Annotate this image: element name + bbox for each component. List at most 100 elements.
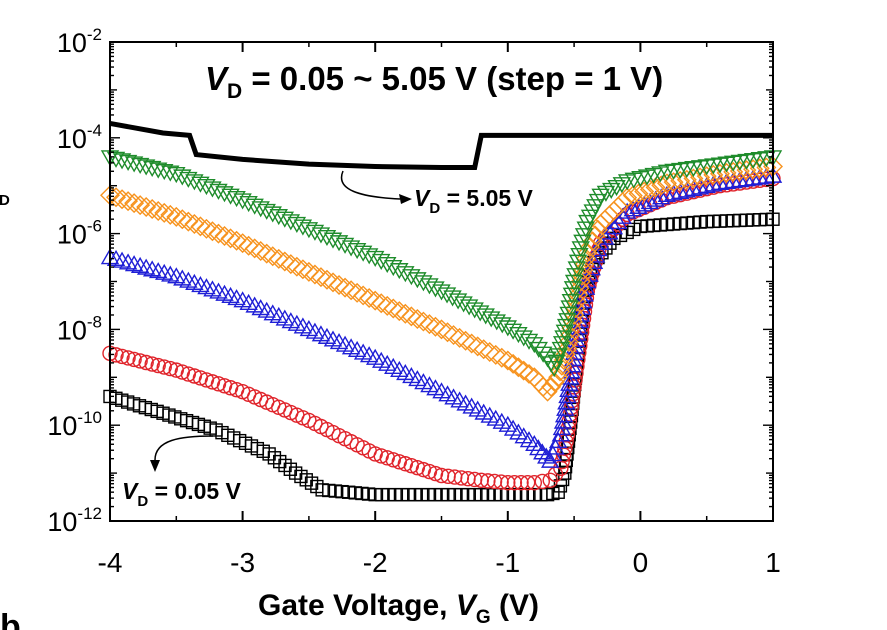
data-point <box>150 357 166 374</box>
data-point <box>697 176 716 193</box>
y-tick-label: 10-8 <box>57 312 102 345</box>
data-point <box>304 264 325 285</box>
data-point <box>185 174 204 191</box>
data-point <box>142 199 163 219</box>
data-point <box>275 211 294 228</box>
data-point <box>149 262 168 279</box>
data-point <box>166 206 187 227</box>
x-tick-labels: -4 -3 -2 -1 0 1 <box>98 547 781 578</box>
x-tick-label: 1 <box>765 547 781 578</box>
data-point <box>130 157 150 174</box>
data-point <box>552 336 572 353</box>
data-point <box>537 447 556 464</box>
data-point <box>604 218 624 235</box>
y-tick-label: 10-2 <box>57 25 102 58</box>
data-point <box>591 233 610 250</box>
data-point <box>534 473 550 490</box>
data-point <box>136 197 157 218</box>
data-point <box>717 172 736 190</box>
series-square <box>103 212 780 502</box>
data-point <box>548 367 569 388</box>
data-point <box>491 347 512 368</box>
data-point <box>184 214 205 235</box>
data-point <box>645 177 666 198</box>
series-circle <box>102 170 781 491</box>
data-point <box>359 288 380 309</box>
data-point <box>664 184 683 201</box>
data-point <box>148 200 169 221</box>
data-point <box>154 202 175 223</box>
data-point <box>652 188 671 205</box>
data-point <box>427 465 444 482</box>
data-point <box>690 178 710 195</box>
data-point <box>513 474 529 491</box>
data-point <box>156 359 172 375</box>
data-point <box>651 175 672 196</box>
data-point <box>602 182 621 199</box>
data-point <box>232 233 253 254</box>
x-tick-label: 0 <box>633 547 649 578</box>
data-point <box>568 254 588 271</box>
data-point <box>455 330 476 351</box>
data-point <box>730 154 750 171</box>
series-diamond <box>100 156 783 402</box>
data-point <box>329 235 349 252</box>
data-point <box>263 206 282 223</box>
data-point <box>118 253 138 270</box>
data-point <box>690 160 710 177</box>
annotation-arrow-low <box>150 435 214 472</box>
data-point <box>550 361 571 382</box>
data-point <box>559 306 578 323</box>
data-point <box>473 339 494 360</box>
x-tick-label: -3 <box>230 547 255 578</box>
data-point <box>704 175 723 192</box>
data-point <box>208 223 229 244</box>
data-point <box>202 221 223 242</box>
data-point <box>233 193 252 210</box>
data-point <box>179 171 198 188</box>
data-point <box>245 198 264 215</box>
data-point <box>717 156 736 173</box>
data-point <box>162 360 178 377</box>
data-point <box>710 173 730 191</box>
annotation-vd-high: VD = 5.05 V <box>414 185 534 217</box>
data-point <box>567 261 586 278</box>
data-point <box>461 333 482 354</box>
data-point <box>558 313 577 330</box>
data-point <box>239 195 258 213</box>
data-point <box>142 160 162 178</box>
data-point <box>316 269 337 290</box>
data-point <box>124 193 145 214</box>
data-point <box>106 151 126 168</box>
data-point <box>555 324 575 341</box>
data-point <box>413 311 434 332</box>
data-point <box>724 155 743 172</box>
data-point <box>563 350 583 367</box>
data-point <box>268 248 289 269</box>
data-point <box>556 318 576 335</box>
data-point <box>737 153 756 170</box>
data-point <box>172 209 193 230</box>
data-point <box>750 152 769 169</box>
data-point <box>299 222 319 239</box>
data-point <box>724 172 743 189</box>
data-point <box>485 344 506 365</box>
data-point <box>365 290 386 311</box>
data-point <box>609 213 628 230</box>
y-tick-label: 10-12 <box>47 504 102 537</box>
data-point <box>138 354 154 371</box>
data-point <box>704 158 723 175</box>
data-point <box>607 179 626 197</box>
data-point <box>114 348 130 365</box>
data-point <box>525 434 544 452</box>
data-point <box>190 216 211 237</box>
data-point <box>353 245 373 262</box>
series-line <box>109 120 773 170</box>
data-point <box>595 228 615 245</box>
data-point <box>513 360 534 381</box>
x-tick-label: -1 <box>495 547 520 578</box>
data-point <box>533 346 553 363</box>
data-point <box>443 325 464 346</box>
data-point <box>341 280 362 301</box>
